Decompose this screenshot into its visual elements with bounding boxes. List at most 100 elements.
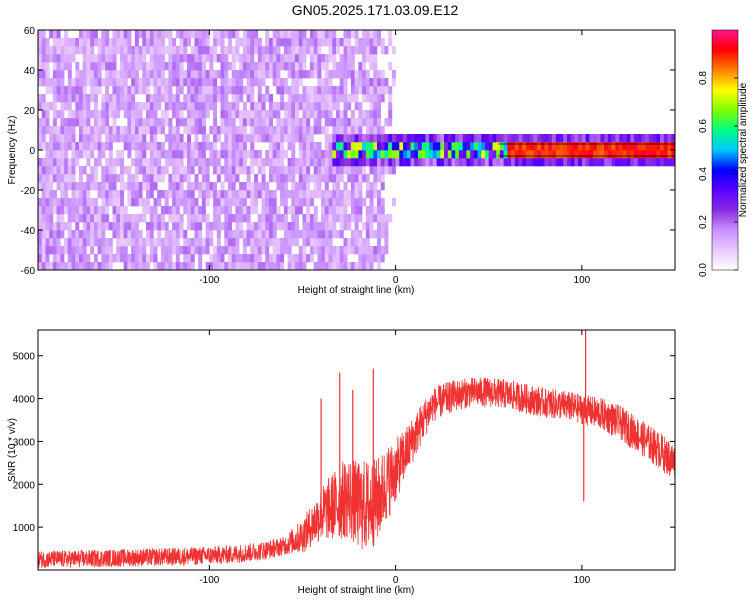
heatmap-cell <box>377 102 381 111</box>
y-tick-label: 0 <box>29 146 35 157</box>
heatmap-cell <box>153 166 158 175</box>
heatmap-cell <box>287 158 292 167</box>
heatmap-cell <box>660 158 665 167</box>
heatmap-cell <box>336 38 340 47</box>
heatmap-cell <box>343 222 348 231</box>
heatmap-cell <box>105 238 110 247</box>
heatmap-cell <box>179 214 184 223</box>
heatmap-cell <box>384 158 389 167</box>
heatmap-cell <box>373 102 378 111</box>
heatmap-cell <box>93 78 98 87</box>
heatmap-cell <box>131 118 136 127</box>
heatmap-cell <box>328 158 333 167</box>
heatmap-cell <box>242 238 247 247</box>
heatmap-cell <box>168 70 173 79</box>
heatmap-cell <box>269 206 273 215</box>
heatmap-cell <box>488 134 493 143</box>
heatmap-cell <box>306 102 311 111</box>
heatmap-cell <box>354 222 359 231</box>
heatmap-cell <box>488 150 493 159</box>
heatmap-cell <box>67 86 72 95</box>
heatmap-cell <box>250 30 255 39</box>
heatmap-cell <box>306 70 311 79</box>
heatmap-cell <box>216 38 221 47</box>
heatmap-cell <box>67 214 72 223</box>
heatmap-cell <box>272 70 277 79</box>
heatmap-cell <box>175 86 180 95</box>
heatmap-cell <box>205 166 210 175</box>
heatmap-cell <box>101 94 106 103</box>
heatmap-cell <box>574 150 579 159</box>
heatmap-cell <box>38 262 42 270</box>
heatmap-cell <box>328 222 333 231</box>
heatmap-cell <box>298 206 303 215</box>
heatmap-cell <box>607 142 612 151</box>
heatmap-cell <box>298 174 303 183</box>
heatmap-cell <box>254 70 259 79</box>
heatmap-cell <box>280 198 285 207</box>
heatmap-cell <box>127 118 132 127</box>
heatmap-cell <box>447 134 452 143</box>
heatmap-cell <box>153 118 158 127</box>
heatmap-cell <box>93 134 98 143</box>
heatmap-cell <box>213 54 218 63</box>
heatmap-cell <box>291 70 296 79</box>
heatmap-cell <box>228 166 232 175</box>
heatmap-cell <box>231 54 236 63</box>
heatmap-cell <box>52 166 57 175</box>
heatmap-cell <box>343 182 348 191</box>
heatmap-cell <box>257 70 262 79</box>
heatmap-cell <box>164 158 169 167</box>
heatmap-cell <box>198 54 203 63</box>
heatmap-cell <box>362 134 367 143</box>
heatmap-cell <box>250 54 255 63</box>
heatmap-cell <box>261 222 266 231</box>
heatmap-cell <box>97 46 102 55</box>
heatmap-cell <box>246 254 251 263</box>
heatmap-cell <box>239 262 244 270</box>
heatmap-cell <box>324 102 329 111</box>
heatmap-cell <box>369 206 374 215</box>
heatmap-cell <box>231 230 236 239</box>
heatmap-cell <box>481 158 486 167</box>
heatmap-cell <box>201 78 206 87</box>
heatmap-cell <box>265 110 270 119</box>
colorbar: 0.00.20.40.60.8 Normalized spectral ampl… <box>698 29 749 277</box>
heatmap-cell <box>481 134 486 143</box>
heatmap-cell <box>295 190 299 199</box>
heatmap-cell <box>295 78 299 87</box>
heatmap-cell <box>134 142 139 151</box>
heatmap-cell <box>90 94 95 103</box>
heatmap-cell <box>198 206 203 215</box>
heatmap-cell <box>455 158 460 167</box>
heatmap-cell <box>120 150 124 159</box>
heatmap-cell <box>93 174 98 183</box>
heatmap-cell <box>60 110 65 119</box>
heatmap-cell <box>112 46 117 55</box>
heatmap-cell <box>231 254 236 263</box>
heatmap-cell <box>213 246 218 255</box>
heatmap-cell <box>589 158 594 167</box>
heatmap-cell <box>302 86 307 95</box>
heatmap-cell <box>283 62 288 71</box>
heatmap-cell <box>64 206 69 215</box>
heatmap-cell <box>67 54 72 63</box>
heatmap-cell <box>134 30 139 39</box>
heatmap-cell <box>71 262 76 270</box>
heatmap-cell <box>384 246 389 255</box>
heatmap-cell <box>60 94 65 103</box>
heatmap-cell <box>49 86 54 95</box>
heatmap-cell <box>276 262 281 270</box>
heatmap-cell <box>90 238 95 247</box>
heatmap-cell <box>280 54 285 63</box>
heatmap-cell <box>168 38 173 47</box>
heatmap-cell <box>216 206 221 215</box>
heatmap-cell <box>71 126 76 135</box>
heatmap-cell <box>306 94 311 103</box>
heatmap-cell <box>362 174 367 183</box>
heatmap-cell <box>93 254 98 263</box>
heatmap-cell <box>377 110 381 119</box>
heatmap-cell <box>75 262 80 270</box>
heatmap-cell <box>317 222 322 231</box>
heatmap-cell <box>630 150 635 159</box>
